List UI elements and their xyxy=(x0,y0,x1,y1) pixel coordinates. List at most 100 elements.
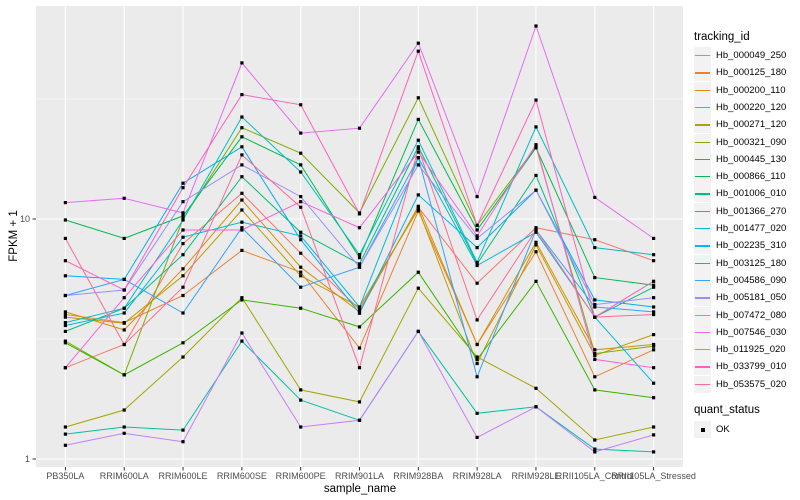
line-key-icon xyxy=(694,47,711,64)
data-point xyxy=(475,361,479,366)
legend-entry-Hb_005181_050: Hb_005181_050 xyxy=(694,289,787,307)
data-point xyxy=(593,357,597,361)
data-point xyxy=(240,228,244,232)
data-point xyxy=(652,236,656,240)
data-point xyxy=(475,260,479,264)
data-point xyxy=(652,381,656,385)
data-point xyxy=(534,243,538,247)
x-tick-label: RRIM600SE xyxy=(216,471,267,481)
data-point xyxy=(416,204,420,208)
x-tick-label: RRIM600LE xyxy=(158,471,208,481)
data-point xyxy=(357,400,362,404)
data-point xyxy=(63,218,67,222)
legend: tracking_id Hb_000049_250 Hb_000125_180 Hb… xyxy=(689,0,800,500)
data-point xyxy=(357,366,362,370)
legend-label: Hb_002235_310 xyxy=(716,240,787,252)
legend-label: Hb_000200_110 xyxy=(716,84,786,96)
data-point xyxy=(240,339,244,343)
data-point xyxy=(240,298,244,302)
line-key-icon xyxy=(694,150,711,168)
black-square-point-icon xyxy=(694,421,711,438)
data-point xyxy=(652,305,656,309)
legend-label: Hb_001006_010 xyxy=(716,188,787,200)
data-point xyxy=(299,238,303,242)
legend-label: Hb_000445_130 xyxy=(716,153,787,165)
legend-entry-Hb_007546_030: Hb_007546_030 xyxy=(694,323,787,341)
x-axis-title: sample_name xyxy=(323,483,397,495)
data-point xyxy=(63,236,67,240)
legend-label: Hb_007472_080 xyxy=(716,309,787,321)
data-point xyxy=(475,342,479,347)
data-point xyxy=(652,283,656,287)
data-point xyxy=(416,146,420,150)
data-point xyxy=(534,98,538,102)
data-point xyxy=(593,438,597,442)
data-point xyxy=(299,230,303,234)
data-point xyxy=(652,433,656,437)
data-point xyxy=(299,274,303,278)
data-point xyxy=(240,208,244,212)
data-point xyxy=(240,175,244,179)
data-point xyxy=(593,315,597,319)
data-point xyxy=(181,293,185,298)
data-point xyxy=(593,246,597,250)
x-tick-label: RRIM600LA xyxy=(99,471,149,481)
legend-label: Hb_007546_030 xyxy=(716,326,787,338)
data-point xyxy=(593,388,597,392)
data-point xyxy=(299,205,303,209)
data-point xyxy=(593,195,597,199)
x-tick-label: RRIM928LA xyxy=(452,471,502,481)
line-key-icon xyxy=(694,237,711,255)
data-point xyxy=(475,223,479,227)
data-point xyxy=(181,211,185,215)
data-point xyxy=(240,226,244,230)
x-tick-label: RRIM928BA xyxy=(393,471,444,481)
data-point xyxy=(181,242,185,246)
legend-label: OK xyxy=(716,424,730,435)
line-key-icon xyxy=(694,306,711,324)
data-point xyxy=(652,342,656,347)
data-point xyxy=(475,228,479,232)
legend-label: Hb_000125_180 xyxy=(716,67,787,79)
legend-entry-Hb_001366_270: Hb_001366_270 xyxy=(694,202,786,220)
data-point xyxy=(593,238,597,242)
data-point xyxy=(240,145,244,149)
line-key-icon xyxy=(694,81,711,99)
data-point xyxy=(181,214,185,218)
data-point xyxy=(357,256,362,260)
data-point xyxy=(63,201,67,205)
data-point xyxy=(63,341,67,345)
data-point xyxy=(475,355,479,359)
data-point xyxy=(240,93,244,97)
data-point xyxy=(240,153,244,157)
legend-label: Hb_000271_120 xyxy=(716,119,787,131)
line-key-icon xyxy=(694,185,711,203)
legend-entry-Hb_000125_180: Hb_000125_180 xyxy=(694,64,787,82)
line-key-icon xyxy=(694,271,711,289)
data-point xyxy=(475,375,479,379)
data-point xyxy=(181,428,185,432)
data-point xyxy=(122,296,126,300)
data-point xyxy=(122,408,126,412)
x-tick-label: RRIM901LA xyxy=(334,471,385,481)
data-point xyxy=(416,193,420,197)
data-point xyxy=(534,188,538,192)
data-point xyxy=(534,146,538,150)
data-point xyxy=(416,150,420,154)
x-tick-label: RRII105LA_Stressed xyxy=(611,471,696,481)
data-point xyxy=(652,396,656,400)
legend-label: Hb_005181_050 xyxy=(716,292,787,304)
legend-entry-Hb_000200_110: Hb_000200_110 xyxy=(694,81,786,99)
data-point xyxy=(475,246,479,250)
data-point xyxy=(240,220,244,224)
data-point xyxy=(122,373,126,377)
data-point xyxy=(416,117,420,121)
line-key-icon xyxy=(694,341,711,359)
data-point xyxy=(534,279,538,283)
data-point xyxy=(122,328,126,332)
data-point xyxy=(122,425,126,429)
data-point xyxy=(416,209,420,213)
data-point xyxy=(299,103,303,107)
legend-entry-Hb_003125_180: Hb_003125_180 xyxy=(694,254,786,272)
